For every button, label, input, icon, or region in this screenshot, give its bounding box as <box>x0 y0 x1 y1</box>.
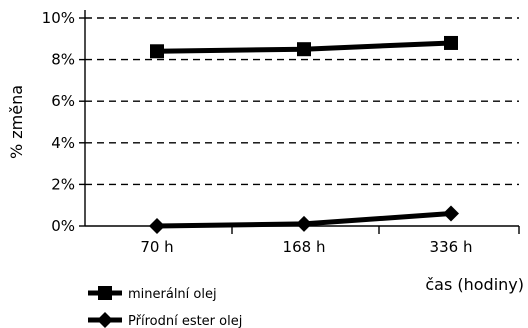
x-tick-label: 168 h <box>283 238 326 256</box>
data-point <box>149 218 165 234</box>
legend-label: minerální olej <box>128 287 217 302</box>
data-point <box>444 35 458 50</box>
y-tick-label: 8% <box>51 51 75 69</box>
y-axis-title: % změna <box>7 85 26 159</box>
data-point <box>297 42 311 57</box>
y-tick-label: 2% <box>51 175 75 193</box>
legend-marker <box>97 312 113 328</box>
data-point <box>443 205 459 222</box>
x-axis-title: čas (hodiny) <box>425 275 524 294</box>
x-tick-label: 336 h <box>430 238 473 256</box>
legend-marker <box>98 286 112 300</box>
y-tick-label: 6% <box>51 92 75 110</box>
y-tick-label: 10% <box>42 9 75 27</box>
data-point <box>150 44 164 59</box>
y-tick-label: 0% <box>51 217 75 235</box>
legend-label: Přírodní ester olej <box>128 314 242 328</box>
data-point <box>296 215 312 232</box>
y-tick-label: 4% <box>51 134 75 152</box>
x-tick-label: 70 h <box>140 238 173 256</box>
